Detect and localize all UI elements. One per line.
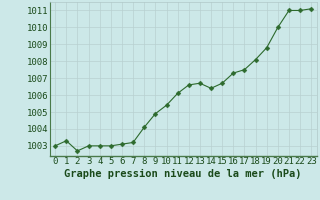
X-axis label: Graphe pression niveau de la mer (hPa): Graphe pression niveau de la mer (hPa) bbox=[64, 169, 302, 179]
